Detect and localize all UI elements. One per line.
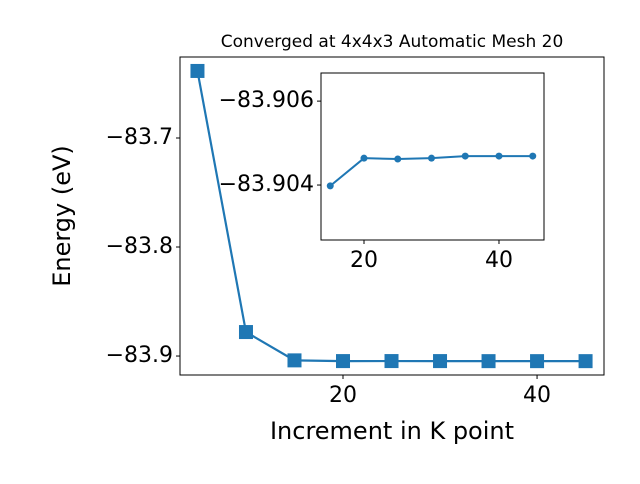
marker [529,152,537,160]
x-tick-label: 40 [485,248,513,273]
marker [495,152,503,160]
marker [578,354,593,369]
x-tick-label: 20 [350,248,378,273]
y-tick-label: −83.9 [106,343,173,368]
x-axis-label: Increment in K point [270,417,514,445]
y-tick-label: −83.906 [219,88,314,113]
y-tick-label: −83.7 [106,125,173,150]
marker [360,154,368,162]
marker [433,354,448,369]
marker [530,354,545,369]
x-tick-label: 40 [523,383,551,408]
marker [384,354,399,369]
marker [427,154,435,162]
y-tick-label: −83.904 [219,172,314,197]
marker [481,354,496,369]
chart-title: Converged at 4x4x3 Automatic Mesh 20 [221,32,564,52]
marker [190,63,205,78]
marker [394,155,402,163]
marker [238,325,253,340]
marker [461,152,469,160]
marker [287,353,302,368]
x-tick-label: 20 [329,383,357,408]
y-tick-label: −83.8 [106,234,173,259]
y-axis-label: Energy (eV) [48,145,76,287]
marker [336,354,351,369]
marker [326,182,334,190]
